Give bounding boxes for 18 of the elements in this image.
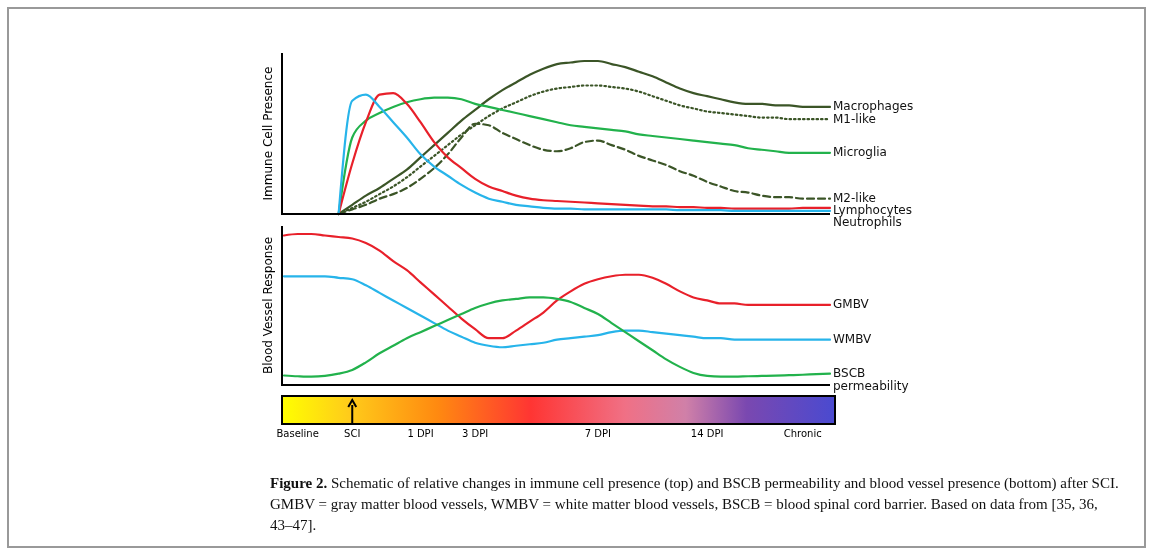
caption: Figure 2. Schematic of relative changes in immune cell presence (top) and BSCB permeability and blood vessel presence (bottom) after SCI. GMBV = gray matter blood vessels, WMBV = white matter blood vessels, BSCB = blood spinal cord barrier. Based on data from [35, 36, 43–47]. bbox=[270, 475, 1119, 533]
y-axis-title: Blood Vessel Response bbox=[261, 236, 275, 375]
series-label: BSCB permeability bbox=[833, 366, 909, 394]
x-tick-label: Chronic bbox=[783, 428, 822, 439]
series-label: M1-like bbox=[833, 111, 876, 126]
series-label: Neutrophils bbox=[833, 215, 902, 230]
series-label: Lymphocytes bbox=[833, 203, 912, 218]
x-tick-label: 3 DPI bbox=[461, 428, 489, 439]
x-tick-label: 7 DPI bbox=[584, 428, 612, 439]
y-axis-title: Immune Cell Presence bbox=[261, 66, 275, 201]
series-label: WMBV bbox=[833, 332, 873, 347]
x-tick-label: SCI bbox=[344, 428, 361, 439]
x-tick-label: 1 DPI bbox=[407, 428, 434, 439]
x-tick-label: Baseline bbox=[276, 428, 319, 439]
series-label: Macrophages bbox=[833, 99, 914, 114]
x-tick-label: 14 DPI bbox=[690, 428, 724, 439]
series-label: GMBV bbox=[833, 297, 870, 312]
series-label: Microglia bbox=[833, 145, 887, 160]
